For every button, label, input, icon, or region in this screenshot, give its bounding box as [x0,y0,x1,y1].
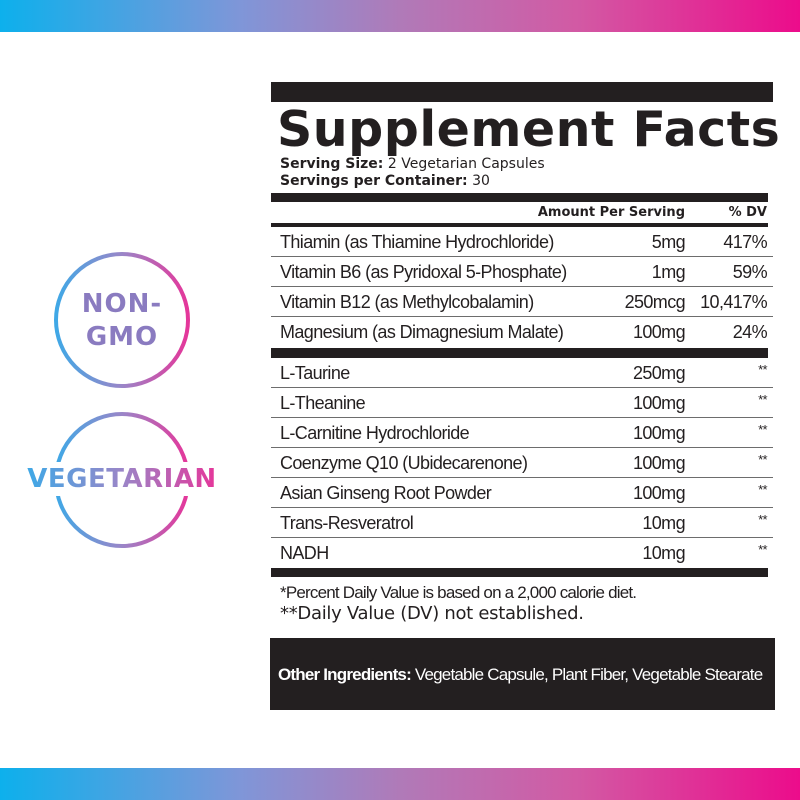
ingredient-amount: 100mg [632,423,686,443]
ingredient-amount: 250mg [632,363,686,383]
ingredient-amount: 100mg [632,483,686,503]
ingredient-row: Trans-Resveratrol 10mg ** [271,508,773,538]
ingredient-amount: 5mg [651,232,686,252]
ingredient-dv: 417% [723,232,767,252]
ingredient-name: L-Theanine [280,393,366,413]
ingredient-name: Coenzyme Q10 (Ubidecarenone) [280,453,528,473]
bottom-divider [271,568,768,577]
header-divider [271,223,768,227]
servings-label: Servings per Container: [280,173,468,189]
ingredient-name: Asian Ginseng Root Powder [280,483,492,503]
serving-size-label: Serving Size: [280,156,384,172]
dv-header: % DV [728,205,767,220]
ingredient-amount: 1mg [651,262,686,282]
vegetarian-label: VEGETARIAN [22,462,222,496]
top-divider [271,82,773,102]
ingredient-name: L-Taurine [280,363,350,383]
ingredient-name: NADH [280,543,329,563]
ingredient-row: L-Theanine 100mg ** [271,388,773,418]
servings-value: 30 [472,173,490,189]
ingredient-name: Vitamin B12 (as Methylcobalamin) [280,292,534,312]
ingredient-row: Vitamin B6 (as Pyridoxal 5-Phosphate) 1m… [271,257,773,287]
ingredient-dv: ** [758,422,768,437]
other-rows: L-Taurine 250mg ** L-Theanine 100mg ** L… [271,358,773,568]
non-gmo-badge: NON- GMO [52,250,192,390]
ingredient-amount: 10mg [642,543,685,563]
ingredient-dv: 10,417% [700,292,767,312]
ingredient-row: Asian Ginseng Root Powder 100mg ** [271,478,773,508]
ingredient-name: L-Carnitine Hydrochloride [280,423,470,443]
footnote-percent-dv: *Percent Daily Value is based on a 2,000… [280,583,637,602]
ingredient-dv: ** [758,542,768,557]
vegetarian-badge: VEGETARIAN [22,410,222,550]
thick-divider [271,193,768,202]
ingredient-dv: ** [758,512,768,527]
ingredient-dv: 24% [732,322,768,342]
ingredient-row: L-Taurine 250mg ** [271,358,773,388]
non-gmo-label: NON- GMO [52,288,192,354]
ingredient-row: NADH 10mg ** [271,538,773,568]
vitamin-rows: Thiamin (as Thiamine Hydrochloride) 5mg … [271,227,773,347]
servings-per-container: Servings per Container: 30 [280,173,773,190]
supplement-facts-panel: Supplement Facts Serving Size: 2 Vegetar… [271,82,781,624]
other-ingredients-box: Other Ingredients: Vegetable Capsule, Pl… [270,638,775,710]
ingredient-row: Magnesium (as Dimagnesium Malate) 100mg … [271,317,773,347]
ingredient-row: Coenzyme Q10 (Ubidecarenone) 100mg ** [271,448,773,478]
top-gradient-bar [0,0,800,32]
ingredient-name: Magnesium (as Dimagnesium Malate) [280,322,564,342]
non-gmo-line-2: GMO [85,322,159,352]
non-gmo-line-1: NON- [81,289,163,319]
ingredient-amount: 250mcg [624,292,686,312]
ingredient-name: Trans-Resveratrol [280,513,414,533]
ingredient-amount: 100mg [632,393,686,413]
ingredient-name: Vitamin B6 (as Pyridoxal 5-Phosphate) [280,262,567,282]
ingredient-row: Thiamin (as Thiamine Hydrochloride) 5mg … [271,227,773,257]
ingredient-amount: 10mg [642,513,685,533]
other-ingredients-value: Vegetable Capsule, Plant Fiber, Vegetabl… [410,665,763,684]
other-ingredients-text: Other Ingredients: Vegetable Capsule, Pl… [278,665,763,685]
mid-divider [271,348,768,358]
column-header: Amount Per Serving % DV [271,202,773,223]
ingredient-row: Vitamin B12 (as Methylcobalamin) 250mcg … [271,287,773,317]
vegetarian-text: VEGETARIAN [27,464,217,494]
bottom-gradient-bar [0,768,800,800]
footnote-dv-not-established: **Daily Value (DV) not established. [280,603,584,624]
ingredient-dv: 59% [732,262,768,282]
ingredient-amount: 100mg [632,453,686,473]
ingredient-dv: ** [758,482,768,497]
ingredient-row: L-Carnitine Hydrochloride 100mg ** [271,418,773,448]
serving-size: Serving Size: 2 Vegetarian Capsules [280,156,773,173]
serving-size-value: 2 Vegetarian Capsules [387,156,545,172]
ingredient-dv: ** [758,392,768,407]
ingredient-name: Thiamin (as Thiamine Hydrochloride) [280,232,554,252]
ingredient-dv: ** [758,362,768,377]
badge-ring-icon [54,252,190,388]
facts-title: Supplement Facts [277,101,781,158]
ingredient-amount: 100mg [632,322,686,342]
ingredient-dv: ** [758,452,768,467]
other-ingredients-label: Other Ingredients: [278,665,412,684]
amount-header: Amount Per Serving [537,205,685,220]
